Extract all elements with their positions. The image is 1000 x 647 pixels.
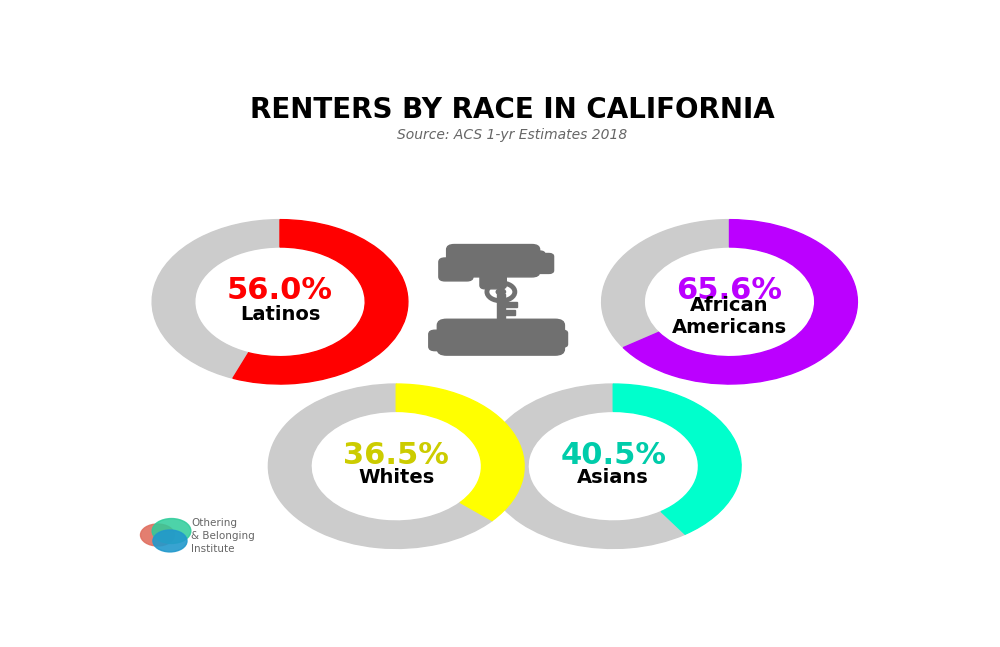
- Wedge shape: [623, 219, 857, 384]
- Circle shape: [153, 530, 187, 552]
- Wedge shape: [268, 384, 492, 549]
- Circle shape: [496, 289, 506, 295]
- Text: Asians: Asians: [577, 468, 649, 487]
- FancyBboxPatch shape: [536, 329, 564, 349]
- Text: 56.0%: 56.0%: [227, 276, 333, 305]
- Text: RENTERS BY RACE IN CALIFORNIA: RENTERS BY RACE IN CALIFORNIA: [250, 96, 775, 124]
- Text: 36.5%: 36.5%: [343, 441, 449, 470]
- Wedge shape: [152, 219, 280, 378]
- Text: Othering
& Belonging
Institute: Othering & Belonging Institute: [191, 518, 255, 554]
- Circle shape: [152, 518, 191, 543]
- Bar: [497, 294, 505, 324]
- Text: African
Americans: African Americans: [672, 296, 787, 337]
- Text: 40.5%: 40.5%: [560, 441, 666, 470]
- FancyBboxPatch shape: [429, 330, 464, 351]
- FancyBboxPatch shape: [544, 330, 568, 347]
- Text: 65.6%: 65.6%: [676, 276, 782, 305]
- Text: Source: ACS 1-yr Estimates 2018: Source: ACS 1-yr Estimates 2018: [397, 128, 628, 142]
- Wedge shape: [233, 219, 408, 384]
- Bar: [505, 302, 517, 307]
- FancyBboxPatch shape: [526, 254, 554, 274]
- FancyBboxPatch shape: [512, 251, 545, 273]
- Wedge shape: [396, 384, 524, 521]
- FancyBboxPatch shape: [447, 245, 540, 277]
- Bar: [505, 311, 515, 315]
- Wedge shape: [485, 384, 685, 549]
- FancyBboxPatch shape: [439, 258, 473, 281]
- Text: Latinos: Latinos: [240, 305, 320, 324]
- FancyBboxPatch shape: [437, 319, 564, 355]
- Circle shape: [140, 524, 175, 546]
- Text: Whites: Whites: [358, 468, 434, 487]
- FancyBboxPatch shape: [480, 262, 506, 289]
- Wedge shape: [602, 219, 730, 347]
- Wedge shape: [613, 384, 741, 534]
